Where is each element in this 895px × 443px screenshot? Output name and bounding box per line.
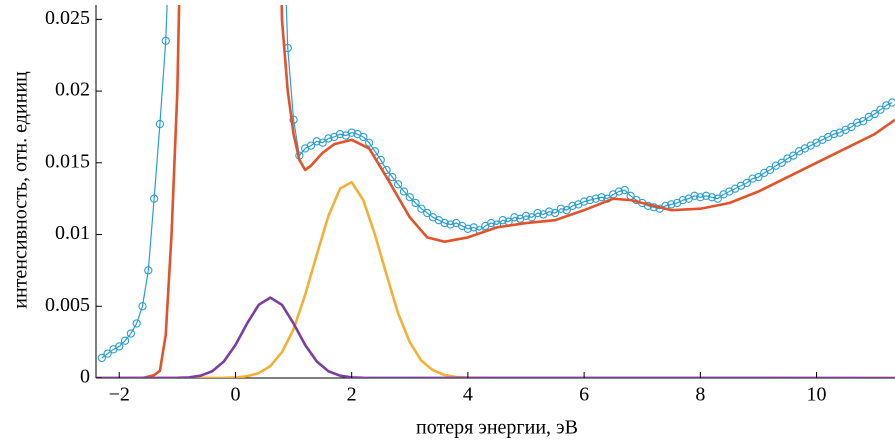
y-tick-label: 0.025	[45, 7, 90, 29]
data-point	[748, 174, 757, 183]
data-point	[149, 194, 159, 203]
data-point	[440, 218, 449, 228]
data-point	[829, 129, 839, 139]
data-point	[364, 138, 374, 147]
series-line	[96, 296, 895, 378]
y-axis-label: интенсивность, отн. единиц	[10, 71, 32, 309]
data-point	[423, 208, 432, 218]
y-tick-label: 0.01	[55, 222, 90, 244]
data-point	[306, 141, 316, 150]
data-point	[614, 187, 624, 196]
x-tick-label: 0	[230, 384, 240, 406]
y-tick-label: 0	[80, 366, 90, 388]
plot-area	[96, 5, 895, 378]
data-point	[678, 195, 688, 205]
data-point	[399, 187, 409, 196]
data-point	[463, 224, 473, 233]
data-point	[853, 118, 862, 127]
x-tick-label: −2	[109, 384, 130, 406]
data-point	[324, 134, 333, 143]
x-tick-label: 2	[347, 384, 357, 406]
data-point	[318, 138, 327, 147]
y-tick-label: 0.005	[45, 294, 90, 316]
data-point	[876, 105, 885, 114]
x-tick-label: 8	[695, 384, 705, 406]
data-point	[144, 266, 153, 275]
data-point	[388, 173, 397, 182]
data-point	[347, 128, 356, 137]
data-point	[155, 119, 165, 129]
data-point	[754, 173, 763, 182]
data-point	[359, 132, 368, 142]
data-point	[858, 117, 868, 126]
data-point	[498, 216, 507, 225]
data-point	[556, 204, 566, 213]
data-point	[289, 115, 298, 124]
data-point	[568, 201, 577, 210]
data-point	[765, 165, 775, 175]
data-point	[533, 208, 542, 218]
data-point	[417, 204, 426, 213]
data-point	[486, 218, 496, 228]
data-point	[97, 353, 106, 363]
data-point	[394, 180, 403, 189]
data-point	[789, 151, 798, 160]
data-point	[132, 319, 141, 328]
y-tick-label: 0.02	[55, 79, 90, 101]
series-line	[96, 5, 895, 378]
data-point	[696, 193, 705, 202]
data-point	[527, 213, 536, 222]
data-point	[120, 336, 130, 345]
data-point	[161, 36, 170, 46]
data-point	[579, 197, 589, 206]
data-point	[510, 213, 519, 222]
data-point	[847, 122, 856, 132]
data-point	[562, 205, 571, 215]
data-point	[707, 193, 717, 202]
x-tick-label: 4	[463, 384, 473, 406]
data-point	[667, 200, 676, 209]
data-point	[887, 98, 895, 107]
data-point	[335, 129, 345, 139]
data-point	[550, 208, 560, 218]
data-point	[690, 191, 699, 200]
data-point	[126, 329, 136, 338]
y-tick-label: 0.015	[45, 150, 90, 172]
data-point	[405, 193, 414, 202]
data-point	[312, 137, 321, 146]
data-point	[591, 194, 600, 203]
data-point	[597, 193, 606, 202]
x-tick-label: 6	[579, 384, 589, 406]
data-point	[777, 158, 786, 167]
data-point	[713, 194, 722, 203]
data-point	[870, 109, 879, 119]
x-tick-label: 10	[807, 384, 827, 406]
data-point	[545, 207, 554, 216]
series-line	[101, 5, 893, 359]
data-point	[446, 220, 455, 229]
data-point	[701, 191, 711, 200]
data-point	[585, 195, 595, 205]
data-point	[620, 185, 629, 195]
data-point	[138, 302, 147, 311]
data-point	[103, 349, 112, 358]
data-point	[115, 342, 124, 351]
data-point	[411, 198, 420, 208]
series-line	[96, 180, 895, 378]
data-point	[521, 211, 531, 221]
x-axis-label: потеря энергии, эВ	[416, 417, 578, 439]
data-point	[742, 178, 751, 188]
